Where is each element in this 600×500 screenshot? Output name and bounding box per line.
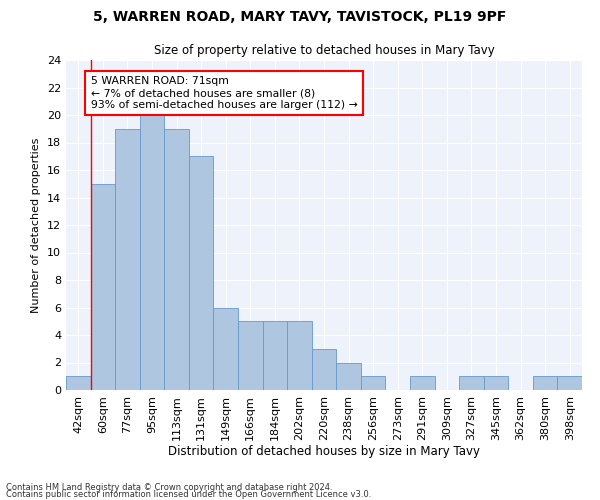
Text: Contains HM Land Registry data © Crown copyright and database right 2024.: Contains HM Land Registry data © Crown c…	[6, 484, 332, 492]
Title: Size of property relative to detached houses in Mary Tavy: Size of property relative to detached ho…	[154, 44, 494, 58]
X-axis label: Distribution of detached houses by size in Mary Tavy: Distribution of detached houses by size …	[168, 446, 480, 458]
Bar	[263, 322, 287, 390]
Y-axis label: Number of detached properties: Number of detached properties	[31, 138, 41, 312]
Bar	[91, 184, 115, 390]
Text: 5 WARREN ROAD: 71sqm
← 7% of detached houses are smaller (8)
93% of semi-detache: 5 WARREN ROAD: 71sqm ← 7% of detached ho…	[91, 76, 358, 110]
Bar	[459, 376, 484, 390]
Bar	[410, 376, 434, 390]
Bar	[312, 349, 336, 390]
Bar	[484, 376, 508, 390]
Bar	[361, 376, 385, 390]
Bar	[140, 115, 164, 390]
Bar	[214, 308, 238, 390]
Bar	[287, 322, 312, 390]
Text: 5, WARREN ROAD, MARY TAVY, TAVISTOCK, PL19 9PF: 5, WARREN ROAD, MARY TAVY, TAVISTOCK, PL…	[94, 10, 506, 24]
Bar	[533, 376, 557, 390]
Bar	[336, 362, 361, 390]
Bar	[238, 322, 263, 390]
Bar	[189, 156, 214, 390]
Text: Contains public sector information licensed under the Open Government Licence v3: Contains public sector information licen…	[6, 490, 371, 499]
Bar	[557, 376, 582, 390]
Bar	[115, 128, 140, 390]
Bar	[164, 128, 189, 390]
Bar	[66, 376, 91, 390]
